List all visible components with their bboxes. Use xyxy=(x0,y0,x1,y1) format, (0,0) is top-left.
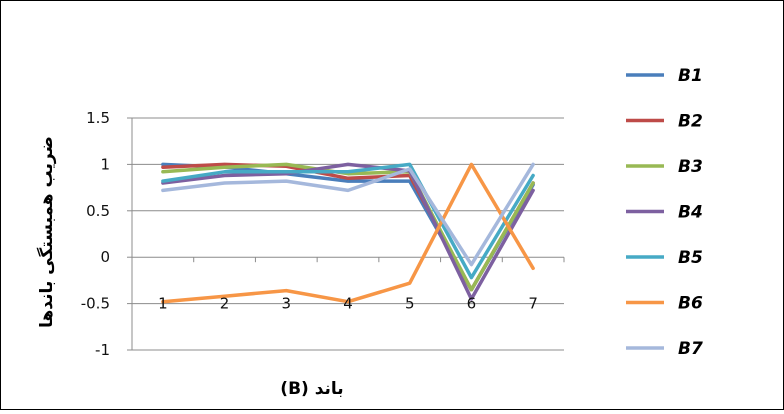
legend-label-b3: B3 xyxy=(678,157,703,177)
legend-label-b2: B2 xyxy=(678,112,703,132)
y-tick-labels: 1.5 1 0.5 0 -0.5 -1 xyxy=(81,109,110,359)
series-line-b7 xyxy=(161,162,535,267)
x-tick-label: 4 xyxy=(343,295,353,313)
legend-label-b6: B6 xyxy=(678,294,703,314)
x-tick-label: 5 xyxy=(405,295,415,313)
x-tick-label: 6 xyxy=(467,295,477,313)
x-tick-label: 3 xyxy=(282,295,292,313)
y-axis-title: ضریب همبستگی باندها xyxy=(36,136,57,328)
y-tick-label: 0 xyxy=(100,248,110,266)
x-axis-title: باند (B) xyxy=(280,379,343,399)
y-tick-label: -1 xyxy=(95,341,110,359)
series-line-b5 xyxy=(161,162,535,280)
legend-label-b1: B1 xyxy=(678,66,703,86)
legend-label-b4: B4 xyxy=(678,203,703,223)
x-tick-label: 2 xyxy=(220,295,230,313)
legend-label-b7: B7 xyxy=(678,339,703,359)
x-tick-labels: 1 2 3 4 5 6 7 xyxy=(158,295,538,313)
y-tick-label: -0.5 xyxy=(81,295,110,313)
series-lines xyxy=(161,162,535,304)
legend: B1 B2 B3 B4 B5 B6 B7 xyxy=(626,66,703,359)
x-tick-label: 7 xyxy=(528,295,538,313)
series-line-b6 xyxy=(161,162,535,304)
y-tick-label: 0.5 xyxy=(86,202,110,220)
legend-label-b5: B5 xyxy=(678,248,703,268)
series-line-b4 xyxy=(161,162,535,301)
series-line-b3 xyxy=(161,162,535,292)
y-tick-label: 1.5 xyxy=(86,109,110,127)
y-tick-label: 1 xyxy=(100,155,110,173)
x-tick-label: 1 xyxy=(158,295,168,313)
